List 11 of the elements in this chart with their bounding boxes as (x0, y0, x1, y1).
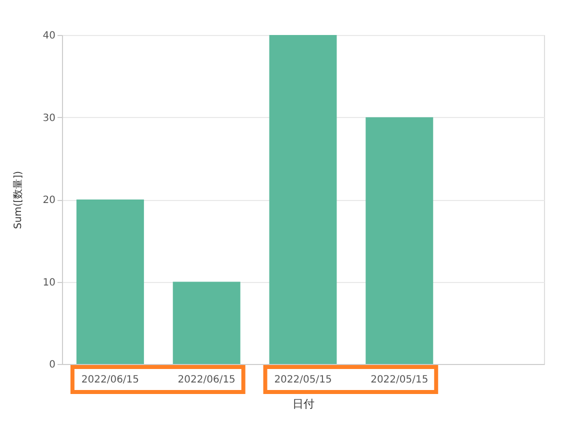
x-tick-label: 2022/06/15 (178, 374, 236, 386)
x-tick-label: 2022/05/15 (370, 374, 428, 386)
x-axis-title: 日付 (292, 398, 314, 410)
x-tick-label: 2022/06/15 (81, 374, 140, 386)
y-tick-label: 40 (42, 30, 56, 42)
y-tick-label: 0 (49, 360, 56, 370)
y-tick-label: 10 (42, 277, 56, 288)
y-tick-label: 30 (42, 112, 56, 124)
y-tick-label: 20 (42, 195, 56, 206)
y-axis-title: Sum([数量]) (12, 170, 24, 230)
x-tick-label: 2022/05/15 (274, 374, 332, 386)
